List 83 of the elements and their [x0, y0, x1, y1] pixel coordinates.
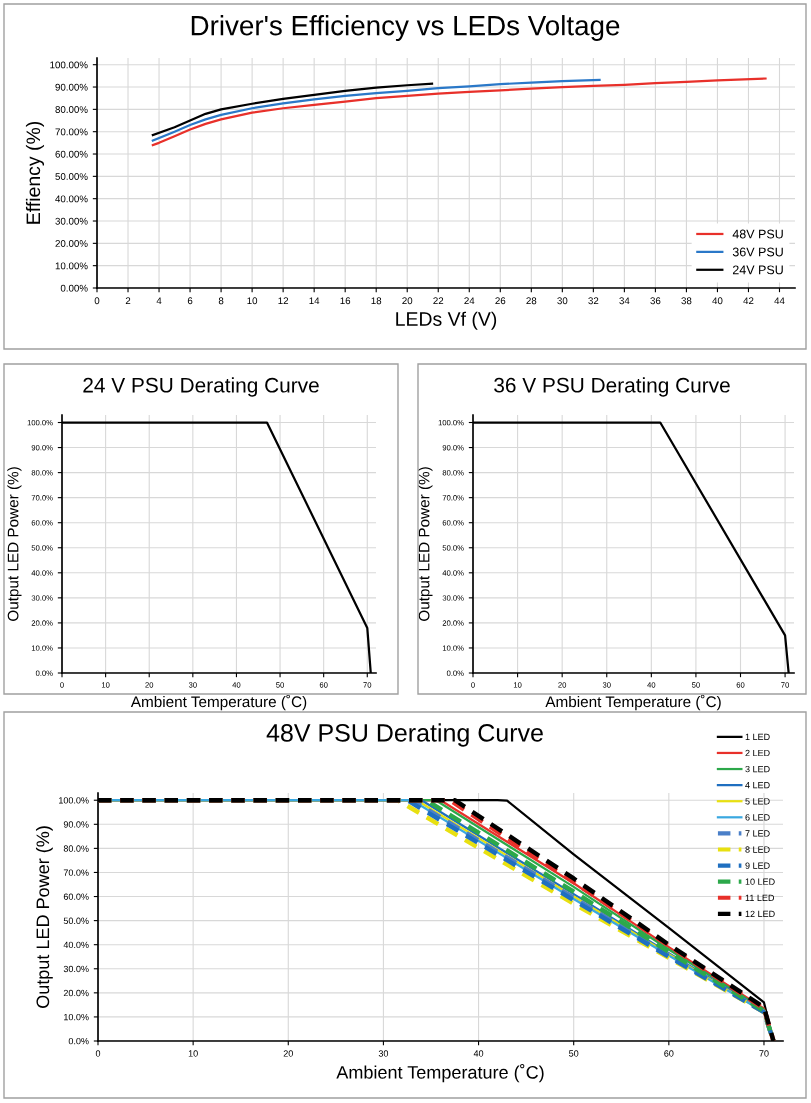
x-tick-label: 28 [526, 297, 537, 305]
y-tick-label: 20.0% [63, 989, 89, 997]
legend-label: 36V PSU [732, 247, 783, 257]
x-tick-label: 42 [743, 297, 754, 305]
y-tick-label: 100.0% [59, 797, 89, 804]
legend-label: 10 LED [745, 878, 775, 885]
x-tick-label: 10 [247, 297, 258, 305]
y-tick-label: 30.00% [55, 217, 88, 225]
x-axis-title: Ambient Temperature (˚C) [545, 694, 721, 711]
x-tick-label: 30 [557, 297, 568, 305]
y-axis-title: Output LED Power (%) [418, 467, 433, 621]
x-tick-label: 18 [371, 297, 382, 305]
legend-label: 4 LED [745, 782, 770, 789]
line-series [151, 82, 434, 137]
y-tick-label: 0.0% [68, 1037, 89, 1045]
y-tick-label: 50.0% [63, 917, 89, 924]
legend-label: 11 LED [745, 894, 775, 901]
line-series [151, 78, 601, 142]
x-tick-label: 2 [125, 297, 131, 305]
x-tick-label: 6 [187, 297, 193, 305]
x-axis-title: LEDs Vf (V) [396, 311, 497, 330]
x-tick-label: 16 [340, 297, 351, 305]
chart-title: 48V PSU Derating Curve [266, 723, 543, 747]
x-tick-label: 12 [278, 297, 289, 305]
y-axis-title: Output LED Power (%) [7, 467, 22, 621]
y-tick-label: 10.00% [55, 262, 88, 270]
legend-label: 12 LED [745, 910, 775, 917]
x-tick-label: 0 [95, 1050, 101, 1057]
legend-label: 48V PSU [732, 229, 783, 239]
x-tick-label: 8 [218, 297, 224, 305]
x-axis-title: Ambient Temperature (˚C) [130, 694, 307, 711]
y-tick-label: 100.00% [50, 61, 88, 69]
y-tick-label: 40.0% [63, 941, 89, 949]
x-axis-title: Ambient Temperature (˚C) [336, 1064, 544, 1083]
x-tick-label: 50 [569, 1050, 579, 1057]
y-tick-label: 70.00% [55, 128, 88, 136]
x-tick-label: 40 [712, 297, 723, 305]
chart-title: Driver's Efficiency vs LEDs Voltage [191, 15, 620, 41]
x-tick-label: 0 [94, 297, 100, 305]
y-tick-label: 30.0% [63, 965, 89, 973]
x-tick-label: 26 [495, 297, 506, 305]
x-tick-label: 20 [283, 1050, 293, 1057]
y-tick-label: 10.0% [64, 1013, 89, 1021]
y-tick-label: 80.0% [63, 845, 89, 852]
legend-label: 5 LED [745, 798, 770, 805]
y-tick-label: 70.0% [63, 869, 89, 876]
x-tick-label: 14 [309, 297, 320, 305]
x-tick-label: 24 [464, 297, 475, 305]
chart-title: 24 V PSU Derating Curve [83, 377, 319, 397]
x-tick-label: 30 [378, 1050, 389, 1057]
y-axis-title: Effiency (%) [25, 121, 45, 224]
legend-label: 2 LED [745, 749, 770, 757]
y-tick-label: 60.00% [55, 150, 88, 158]
chart-title: 36 V PSU Derating Curve [494, 377, 730, 397]
x-tick-label: 32 [588, 297, 599, 305]
legend-label: 1 LED [745, 733, 770, 741]
x-tick-label: 44 [774, 297, 785, 305]
legend-label: 6 LED [745, 814, 770, 821]
y-tick-label: 80.00% [55, 106, 88, 113]
legend-label: 24V PSU [732, 265, 783, 275]
x-tick-label: 10 [188, 1050, 198, 1057]
line-series [151, 77, 767, 147]
x-tick-label: 22 [433, 297, 444, 305]
x-tick-label: 20 [402, 297, 413, 305]
y-tick-label: 60.0% [63, 893, 89, 900]
y-tick-label: 90.00% [55, 83, 88, 91]
x-tick-label: 34 [619, 297, 630, 305]
legend-label: 7 LED [745, 830, 770, 837]
x-tick-label: 40 [473, 1050, 484, 1057]
legend-label: 3 LED [745, 765, 770, 773]
legend-label: 9 LED [745, 862, 770, 869]
legend-label: 8 LED [745, 846, 770, 853]
x-tick-label: 4 [156, 297, 162, 305]
y-tick-label: 20.00% [55, 240, 88, 247]
x-tick-label: 38 [681, 297, 692, 305]
x-tick-label: 70 [759, 1050, 769, 1057]
y-tick-label: 50.00% [55, 173, 88, 180]
x-tick-label: 36 [650, 297, 661, 305]
y-tick-label: 90.0% [63, 821, 89, 828]
y-tick-label: 40.00% [55, 195, 88, 203]
x-tick-label: 60 [664, 1050, 674, 1057]
y-tick-label: 0.00% [60, 284, 88, 292]
y-axis-title: Output LED Power (%) [35, 826, 53, 1008]
